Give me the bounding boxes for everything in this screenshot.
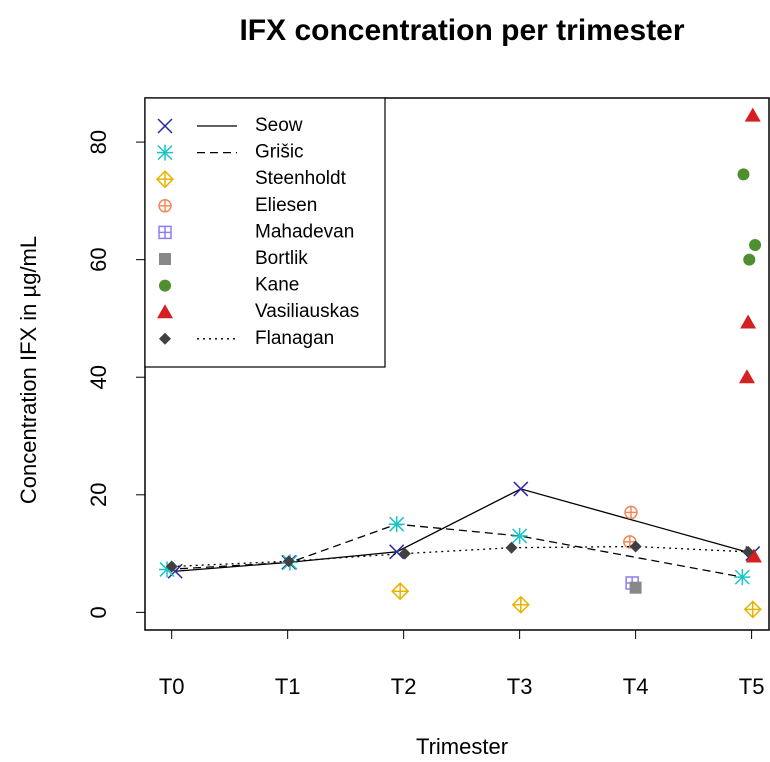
marker [391,582,410,601]
marker-shape [165,560,178,573]
marker [282,555,295,568]
marker-shape [159,253,171,265]
legend-label: Steenholdt [255,168,347,189]
series-line [171,545,749,568]
x-tick-label: T3 [507,674,533,699]
marker [745,548,762,563]
marker [513,481,529,497]
marker-shape [745,548,762,563]
marker [744,107,761,122]
legend-box [144,97,386,368]
x-tick-label: T0 [159,674,185,699]
marker [155,170,175,189]
marker-shape [742,545,755,558]
y-tick-label: 80 [86,130,111,154]
marker-shape [629,581,642,594]
marker [398,547,411,560]
marker-shape [737,168,750,181]
marker [629,540,642,553]
marker [743,600,762,619]
x-tick-label: T5 [739,674,765,699]
marker-stroke [513,481,529,497]
marker [749,238,762,251]
marker [624,505,638,520]
marker-shape [749,238,762,251]
legend-label: Kane [255,275,299,296]
marker [159,253,171,265]
marker [505,541,518,554]
marker [734,569,751,586]
marker [511,595,530,614]
x-axis-label: Trimester [416,734,508,759]
marker-shape [629,540,642,553]
marker-stroke [157,118,173,134]
marker [629,581,642,594]
marker [157,144,173,161]
marker-stroke [167,563,183,579]
marker [158,199,172,213]
marker [388,516,405,533]
x-tick-label: T4 [623,674,649,699]
marker [743,253,756,266]
y-tick-label: 40 [86,365,111,389]
legend-label: Grišic [255,142,304,163]
legend-label: Eliesen [255,195,317,216]
legend-label: Flanagan [255,328,334,349]
marker [389,544,405,560]
marker [157,304,173,319]
marker-shape [740,314,757,329]
legend-label: Vasiliauskas [255,301,359,322]
marker [157,118,173,134]
marker-shape [159,332,171,345]
marker [165,560,178,573]
legend-label: Mahadevan [255,221,354,242]
marker [740,314,757,329]
marker [738,369,755,384]
marker-shape [738,369,755,384]
marker-shape [282,555,295,568]
marker [737,168,750,181]
marker [742,545,755,558]
marker [159,279,171,292]
x-tick-label: T1 [275,674,301,699]
marker [158,225,172,240]
y-tick-label: 60 [86,247,111,271]
marker-shape [744,107,761,122]
marker-stroke [389,544,405,560]
marker-shape [398,547,411,560]
chart-title: IFX concentration per trimester [239,14,684,47]
marker [159,332,171,345]
y-axis-label: Concentration IFX in µg/mL [16,236,41,504]
legend-label: Bortlik [255,248,308,269]
legend-label: Seow [255,115,303,136]
y-tick-label: 20 [86,483,111,507]
y-tick-label: 0 [86,606,111,618]
marker-shape [743,253,756,266]
marker-shape [505,541,518,554]
marker [511,527,528,544]
x-tick-label: T2 [391,674,417,699]
marker-shape [159,279,171,292]
marker-shape [157,304,173,319]
